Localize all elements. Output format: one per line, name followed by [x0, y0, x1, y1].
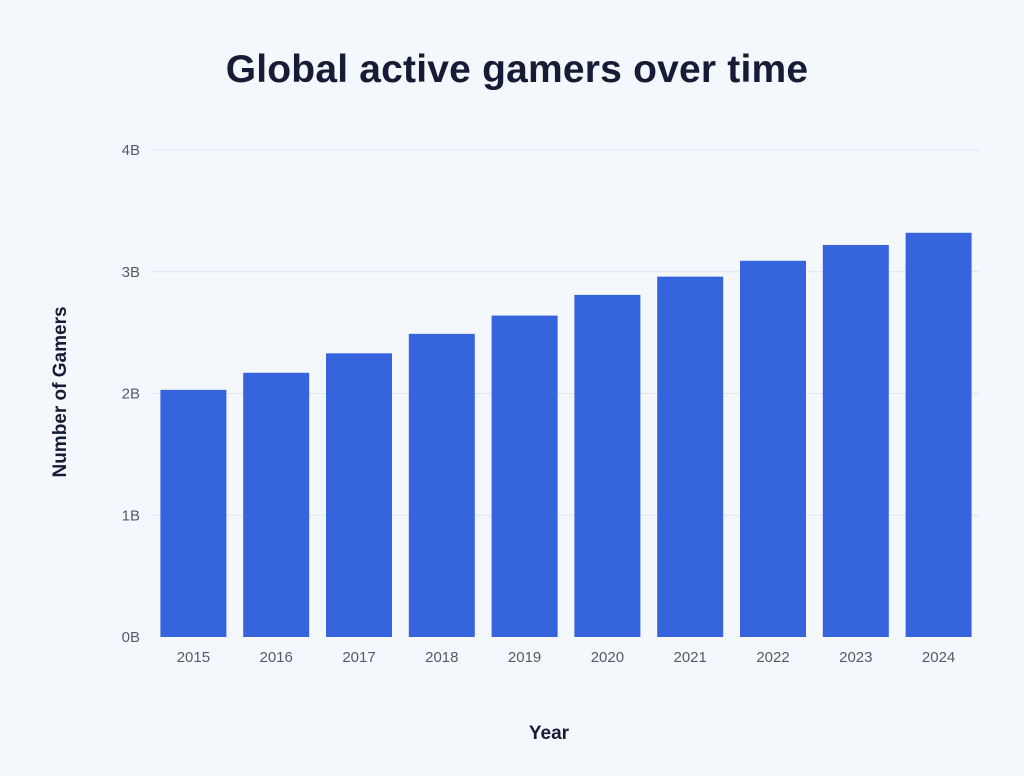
bars [160, 232, 972, 638]
y-axis-title: Number of Gamers [50, 306, 71, 477]
x-tick-label: 2022 [756, 649, 789, 666]
x-tick-label: 2023 [839, 649, 872, 666]
y-tick-label: 3B [122, 264, 140, 281]
x-tick-label: 2015 [177, 649, 210, 666]
x-tick-label: 2016 [260, 649, 293, 666]
bar-2015 [160, 389, 227, 637]
bar-2019 [491, 315, 558, 637]
bar-2022 [740, 260, 806, 637]
y-tick-label: 4B [122, 142, 140, 159]
chart-title: Global active gamers over time [225, 48, 809, 91]
x-tick-label: 2021 [674, 649, 707, 666]
x-axis-title: Year [529, 723, 570, 744]
bar-2020 [574, 294, 641, 637]
y-tick-label: 1B [122, 507, 140, 524]
bar-2016 [243, 372, 310, 637]
x-tick-labels: 2015 2016 2017 2018 2019 2020 2021 2022 2023 2024 [177, 649, 956, 666]
bar-2018 [408, 333, 475, 637]
x-tick-label: 2018 [425, 649, 458, 666]
bar-2024 [905, 232, 972, 638]
bar-2023 [822, 244, 889, 637]
y-tick-label: 0B [122, 629, 140, 646]
bar-2021 [657, 276, 724, 637]
y-tick-label: 2B [122, 386, 140, 403]
x-tick-label: 2024 [922, 649, 955, 666]
x-tick-label: 2019 [508, 649, 541, 666]
bar-2017 [326, 353, 392, 637]
x-tick-label: 2017 [342, 649, 375, 666]
x-tick-label: 2020 [591, 649, 624, 666]
y-tick-labels: 0B 1B 2B 3B 4B [122, 142, 140, 646]
